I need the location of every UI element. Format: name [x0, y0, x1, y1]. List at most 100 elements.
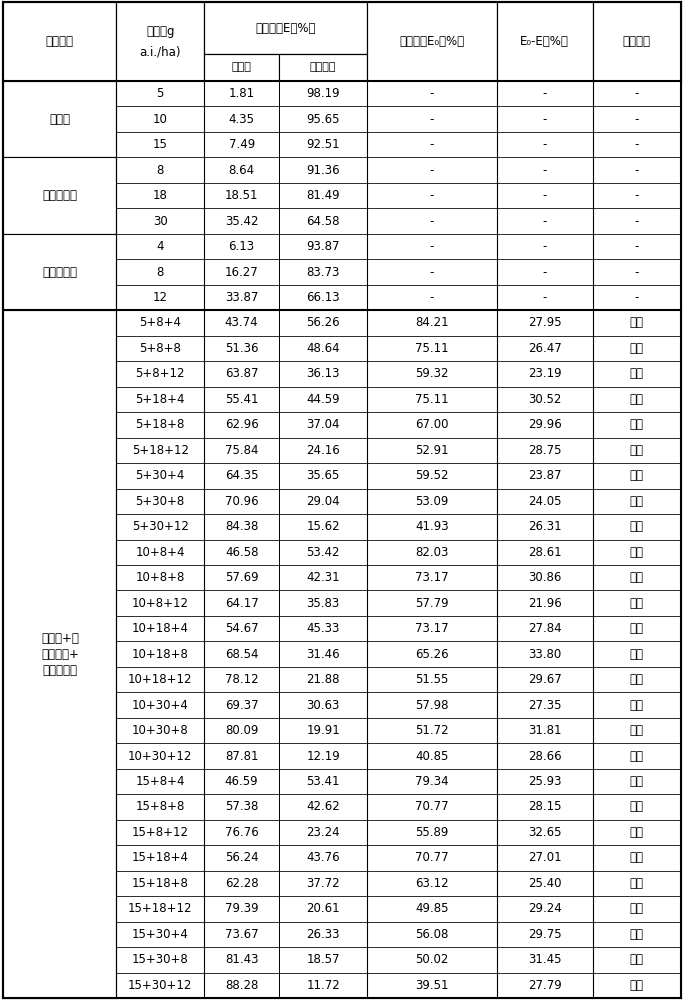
Text: 66.13: 66.13: [306, 291, 340, 304]
Bar: [3, 667, 116, 692]
Text: -: -: [635, 215, 639, 228]
Text: 26.31: 26.31: [528, 520, 562, 533]
Bar: [204, 794, 279, 820]
Bar: [279, 922, 367, 947]
Bar: [593, 183, 681, 208]
Bar: [3, 947, 116, 973]
Text: 55.41: 55.41: [225, 393, 259, 406]
Bar: [367, 208, 497, 234]
Text: 46.58: 46.58: [225, 546, 259, 559]
Text: 87.81: 87.81: [225, 750, 259, 763]
Text: 31.45: 31.45: [528, 953, 562, 966]
Text: 73.17: 73.17: [415, 622, 449, 635]
Text: 62.96: 62.96: [225, 418, 259, 431]
Text: 19.91: 19.91: [306, 724, 340, 737]
Text: 93.87: 93.87: [306, 240, 340, 253]
Bar: [593, 234, 681, 259]
Bar: [279, 361, 367, 387]
Text: -: -: [542, 189, 547, 202]
Text: 37.04: 37.04: [306, 418, 340, 431]
Text: 44.59: 44.59: [306, 393, 340, 406]
Text: 57.38: 57.38: [225, 800, 259, 813]
Bar: [3, 616, 116, 641]
Text: 30: 30: [153, 215, 168, 228]
Text: 5+8+4: 5+8+4: [139, 316, 181, 329]
Text: 10+18+8: 10+18+8: [132, 648, 189, 661]
Text: 42.62: 42.62: [306, 800, 340, 813]
Text: 32.65: 32.65: [528, 826, 562, 839]
Bar: [593, 922, 681, 947]
Bar: [116, 132, 204, 157]
Text: 增效: 增效: [630, 902, 644, 915]
Bar: [204, 234, 279, 259]
Bar: [367, 412, 497, 438]
Text: 药剂名称: 药剂名称: [46, 35, 74, 48]
Text: 51.36: 51.36: [225, 342, 259, 355]
Text: -: -: [635, 189, 639, 202]
Text: 嗪草醚: 嗪草醚: [49, 113, 70, 126]
Text: -: -: [542, 291, 547, 304]
Bar: [279, 896, 367, 922]
Bar: [279, 820, 367, 845]
Text: 10+30+12: 10+30+12: [128, 750, 192, 763]
Text: 增效: 增效: [630, 699, 644, 712]
Bar: [279, 871, 367, 896]
Text: 10: 10: [153, 113, 168, 126]
Text: 51.55: 51.55: [415, 673, 449, 686]
Text: 52.91: 52.91: [415, 444, 449, 457]
Text: 18: 18: [153, 189, 168, 202]
Bar: [593, 259, 681, 285]
Bar: [367, 973, 497, 998]
Text: 21.96: 21.96: [528, 597, 562, 610]
Bar: [497, 157, 593, 183]
Text: 59.32: 59.32: [415, 367, 449, 380]
Bar: [279, 387, 367, 412]
Bar: [204, 2, 367, 54]
Bar: [116, 106, 204, 132]
Bar: [204, 845, 279, 871]
Bar: [3, 590, 116, 616]
Bar: [3, 310, 116, 336]
Text: 57.98: 57.98: [415, 699, 449, 712]
Text: 5+18+12: 5+18+12: [131, 444, 189, 457]
Text: 18.57: 18.57: [306, 953, 340, 966]
Text: 15+8+8: 15+8+8: [135, 800, 185, 813]
Text: 21.88: 21.88: [306, 673, 340, 686]
Bar: [204, 590, 279, 616]
Bar: [367, 234, 497, 259]
Bar: [497, 616, 593, 641]
Text: 30.63: 30.63: [306, 699, 340, 712]
Text: 33.87: 33.87: [225, 291, 259, 304]
Bar: [116, 514, 204, 540]
Bar: [279, 81, 367, 106]
Bar: [367, 489, 497, 514]
Bar: [367, 820, 497, 845]
Bar: [367, 183, 497, 208]
Text: 11.72: 11.72: [306, 979, 340, 992]
Bar: [204, 565, 279, 590]
Bar: [497, 489, 593, 514]
Bar: [3, 641, 116, 667]
Text: 29.75: 29.75: [528, 928, 562, 941]
Bar: [116, 896, 204, 922]
Bar: [3, 132, 116, 157]
Text: 1.81: 1.81: [228, 87, 254, 100]
Bar: [204, 412, 279, 438]
Text: 增效: 增效: [630, 826, 644, 839]
Bar: [497, 667, 593, 692]
Bar: [3, 361, 116, 387]
Bar: [593, 692, 681, 718]
Bar: [497, 743, 593, 769]
Text: 增效: 增效: [630, 953, 644, 966]
Bar: [497, 973, 593, 998]
Bar: [593, 896, 681, 922]
Bar: [3, 2, 116, 81]
Text: 27.01: 27.01: [528, 851, 562, 864]
Text: 84.38: 84.38: [225, 520, 259, 533]
Text: 59.52: 59.52: [415, 469, 449, 482]
Text: 29.96: 29.96: [528, 418, 562, 431]
Bar: [593, 310, 681, 336]
Text: 25.40: 25.40: [528, 877, 562, 890]
Bar: [367, 387, 497, 412]
Text: 29.04: 29.04: [306, 495, 340, 508]
